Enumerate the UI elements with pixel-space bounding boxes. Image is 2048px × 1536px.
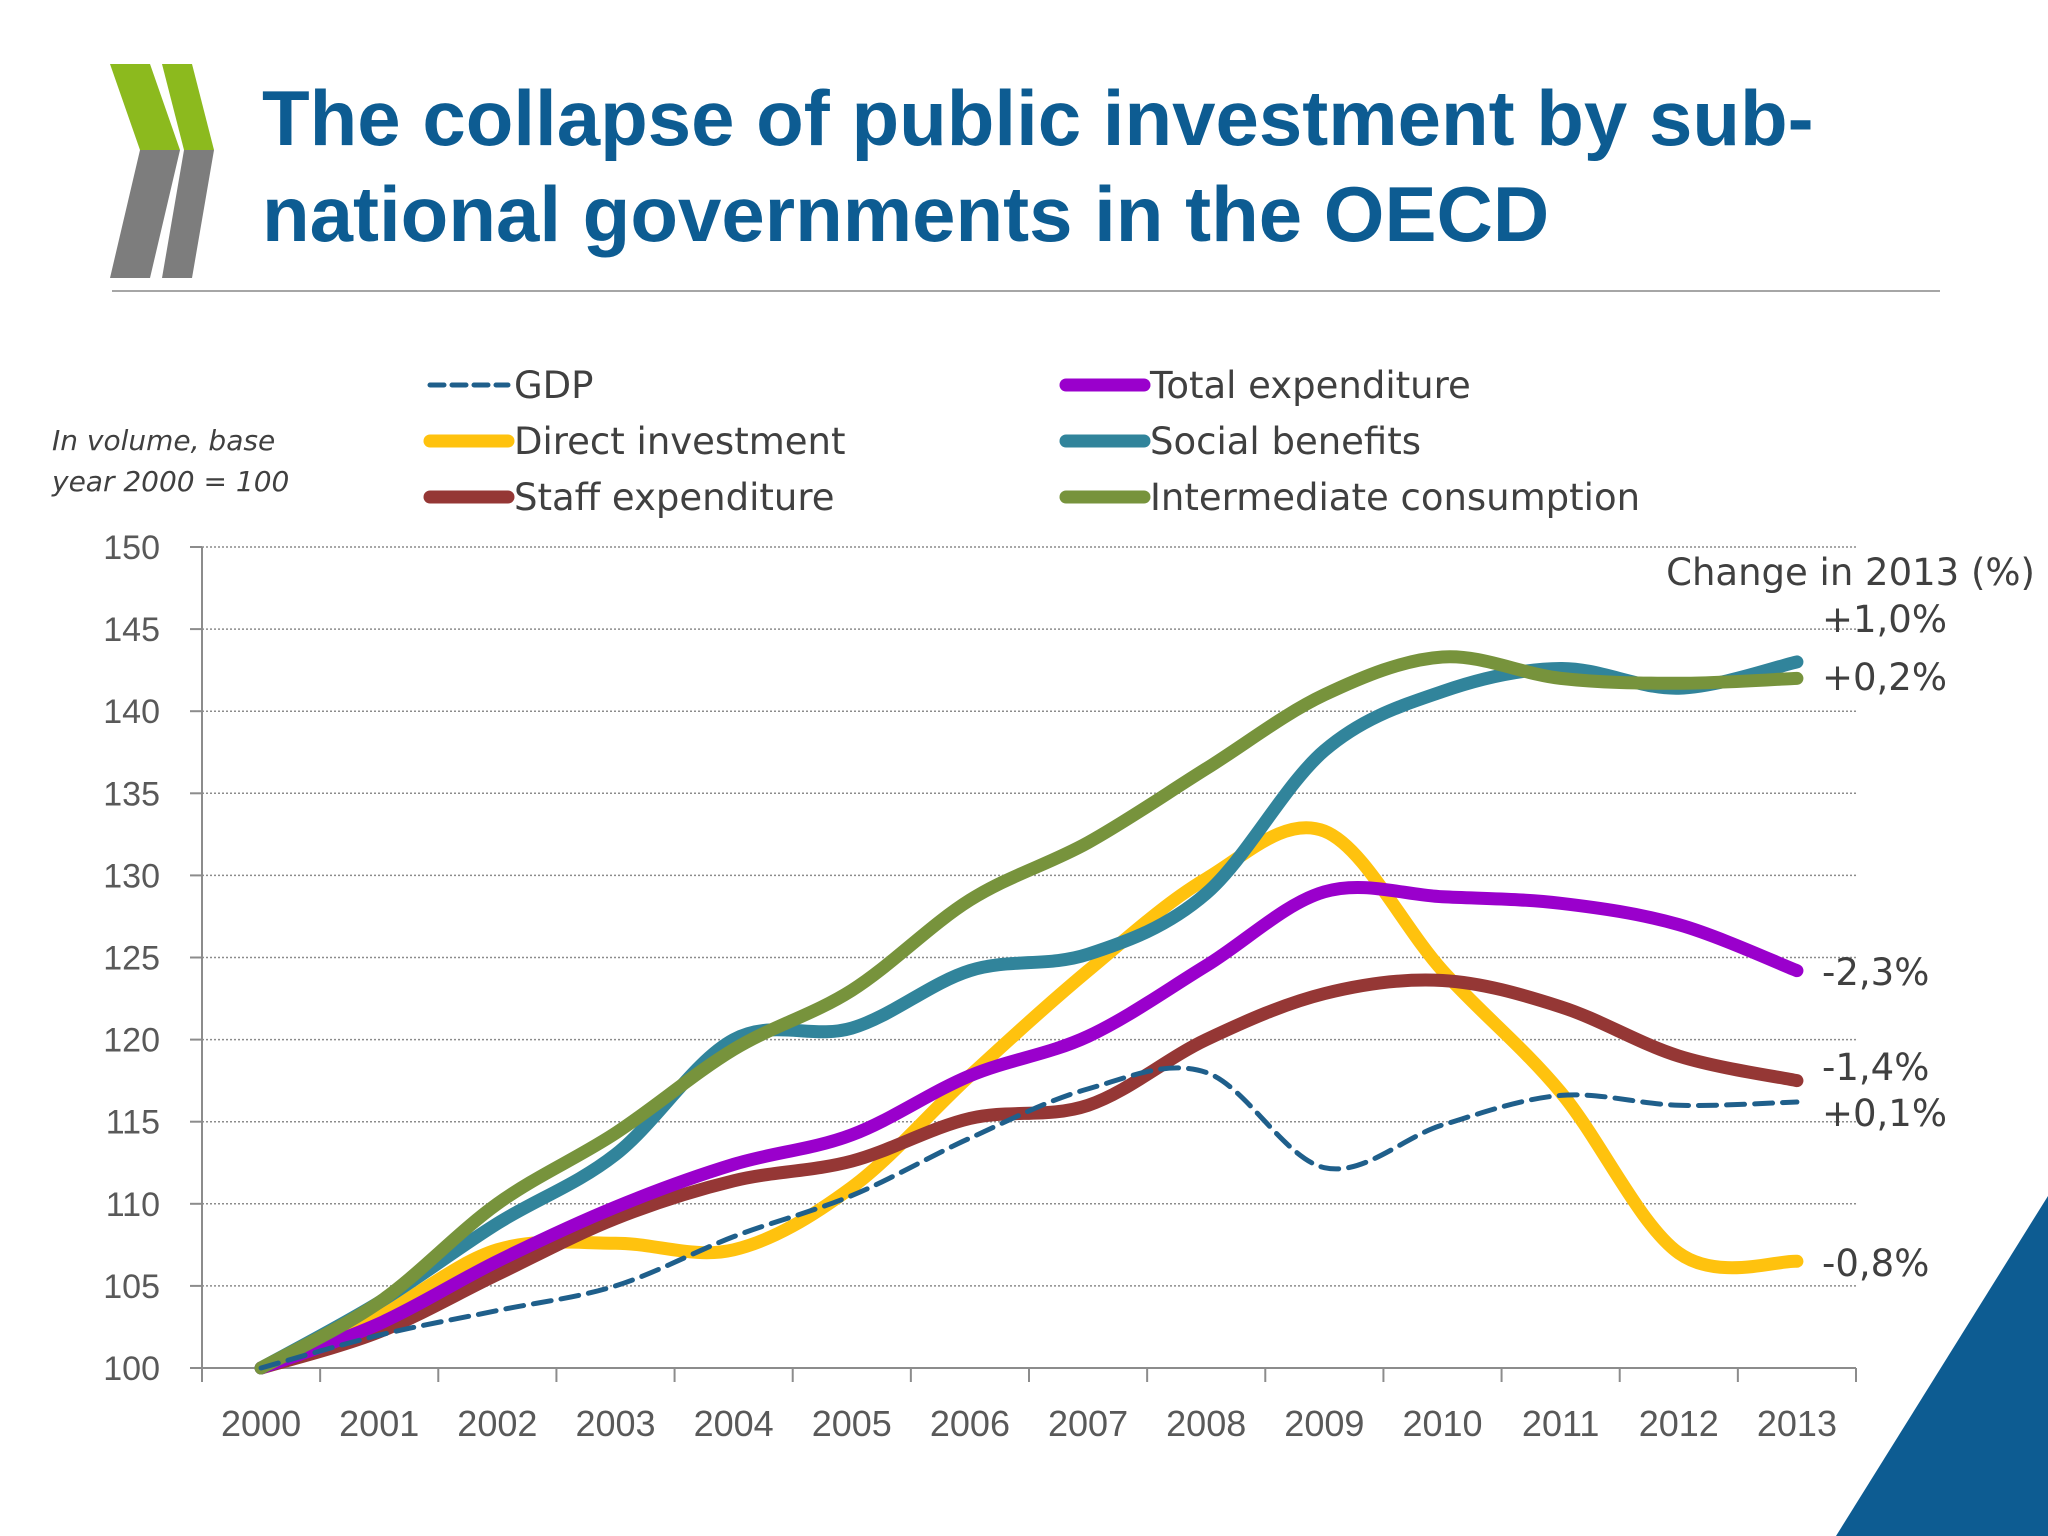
legend-label-direct-investment: Direct investment [514, 420, 845, 463]
y-axis-tick-labels: 100 105 110 115 120 125 130 135 140 145 150 [103, 529, 160, 1388]
change-label-staff-expenditure: -1,4% [1822, 1046, 1929, 1089]
x-tick-label-2000: 2000 [221, 1403, 301, 1444]
x-tick-label-2001: 2001 [339, 1403, 419, 1444]
y-tick-label-105: 105 [103, 1268, 160, 1306]
y-tick-label-100: 100 [103, 1350, 160, 1388]
y-tick-label-150: 150 [103, 529, 160, 567]
corner-triangle [1836, 1196, 2048, 1536]
page-title: The collapse of public investment by sub… [262, 70, 1962, 262]
axes [190, 546, 1857, 1382]
unit-note: In volume, base year 2000 = 100 [52, 420, 289, 502]
y-tick-label-110: 110 [106, 1186, 160, 1224]
x-tick-label-2002: 2002 [457, 1403, 537, 1444]
x-tick-label-2003: 2003 [575, 1403, 655, 1444]
legend-label-staff-expenditure: Staff expenditure [514, 476, 835, 519]
x-tick-label-2011: 2011 [1522, 1403, 1599, 1444]
x-tick-label-2009: 2009 [1284, 1403, 1364, 1444]
page-title-line-1: The collapse of public investment by sub… [262, 74, 1814, 162]
x-tick-label-2004: 2004 [694, 1403, 774, 1444]
x-tick-label-2013: 2013 [1757, 1403, 1837, 1444]
x-tick-label-2006: 2006 [930, 1403, 1010, 1444]
y-tick-label-130: 130 [103, 857, 160, 895]
x-tick-label-2007: 2007 [1048, 1403, 1128, 1444]
y-tick-label-125: 125 [103, 940, 160, 978]
logo-chevron-gray-right [162, 150, 214, 278]
y-tick-label-115: 115 [106, 1104, 160, 1142]
change-label-intermediate-consumption: +0,2% [1822, 656, 1947, 699]
change-annotations: Change in 2013 (%) +0,1% -2,3% -0,8% +1,0% -1… [1666, 551, 2035, 1285]
logo-chevron-green-left [110, 64, 180, 150]
change-label-direct-investment: -0,8% [1822, 1242, 1929, 1285]
x-tick-label-2005: 2005 [812, 1403, 892, 1444]
x-tick-label-2010: 2010 [1402, 1403, 1482, 1444]
unit-note-line-1: In volume, base [52, 424, 276, 457]
title-divider [112, 290, 1940, 292]
y-tick-label-120: 120 [103, 1022, 160, 1060]
x-axis-tick-labels: 2000 2001 2002 2003 2004 2005 2006 2007 2008 2009… [221, 1403, 1837, 1444]
logo-chevron-green-right [162, 64, 214, 150]
oecd-logo [110, 64, 214, 278]
legend-label-social-benefits: Social benefits [1150, 420, 1421, 463]
logo-chevron-gray-left [110, 150, 180, 278]
series-line-intermediate-consumption [254, 650, 1804, 1375]
change-label-social-benefits: +1,0% [1822, 598, 1947, 641]
legend-label-total-expenditure: Total expenditure [1149, 364, 1471, 407]
legend: GDP Total expenditure Direct investment Soc… [423, 364, 1640, 519]
legend-label-gdp: GDP [514, 364, 593, 407]
legend-label-intermediate-consumption: Intermediate consumption [1150, 476, 1640, 519]
y-tick-label-140: 140 [103, 693, 160, 731]
annotation-header: Change in 2013 (%) [1666, 551, 2035, 594]
x-tick-label-2008: 2008 [1166, 1403, 1246, 1444]
page-title-line-2: national governments in the OECD [262, 170, 1550, 258]
series-line-total-expenditure [254, 880, 1804, 1375]
x-tick-label-2012: 2012 [1639, 1403, 1719, 1444]
change-label-total-expenditure: -2,3% [1822, 951, 1929, 994]
series-lines [254, 650, 1804, 1375]
y-tick-label-145: 145 [103, 611, 160, 649]
series-line-gdp [258, 1065, 1800, 1371]
unit-note-line-2: year 2000 = 100 [52, 465, 290, 498]
change-label-gdp: +0,1% [1822, 1092, 1947, 1135]
y-tick-label-135: 135 [103, 775, 160, 813]
